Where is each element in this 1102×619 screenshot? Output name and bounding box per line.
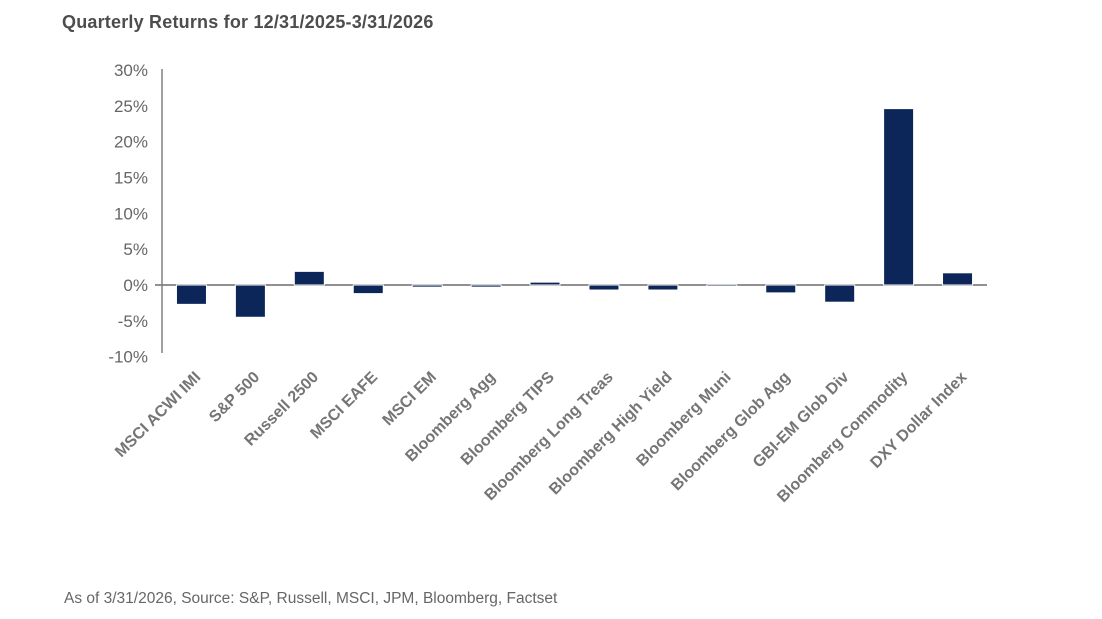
bar-bloomberg-tips xyxy=(529,281,561,286)
x-category-label-bloomberg-glob-agg: Bloomberg Glob Agg xyxy=(668,369,793,494)
bar-gbi-em-glob-div xyxy=(824,284,856,303)
bar-msci-em xyxy=(411,284,443,288)
bar-bloomberg-high-yield xyxy=(647,284,679,291)
bar-s-p-500 xyxy=(234,284,266,318)
bar-dxy-dollar-index xyxy=(942,272,974,286)
y-tick-label-0pct: 0% xyxy=(123,276,148,295)
quarterly-returns-bar-chart: 30% 25% 20% 15% 10% 5% 0% -5% -10% MSCI ACWI IMI S… xyxy=(108,61,987,506)
bar-bloomberg-muni xyxy=(706,284,738,287)
source-note: As of 3/31/2026, Source: S&P, Russell, M… xyxy=(64,590,558,607)
x-category-label-msci-acwi-imi: MSCI ACWI IMI xyxy=(112,369,204,461)
x-category-label-s-p-500: S&P 500 xyxy=(206,369,263,426)
chart-title: Quarterly Returns for 12/31/2025-3/31/20… xyxy=(62,12,434,32)
bar-bloomberg-long-treas xyxy=(588,284,620,291)
bar-russell-2500 xyxy=(293,270,325,286)
y-tick-label-10pct: 10% xyxy=(114,204,148,223)
x-category-label-msci-em: MSCI EM xyxy=(380,369,440,429)
y-tick-label-25pct: 25% xyxy=(114,97,148,116)
bar-bloomberg-glob-agg xyxy=(765,284,797,294)
y-tick-label-30pct: 30% xyxy=(114,61,148,80)
y-tick-label--10pct: -10% xyxy=(108,348,148,367)
y-tick-label--5pct: -5% xyxy=(118,312,148,331)
y-tick-label-20pct: 20% xyxy=(114,133,148,152)
y-tick-label-5pct: 5% xyxy=(123,240,148,259)
bar-msci-acwi-imi xyxy=(175,284,207,305)
bar-bloomberg-agg xyxy=(470,284,502,288)
y-tick-label-15pct: 15% xyxy=(114,168,148,187)
x-category-label-bloomberg-high-yield: Bloomberg High Yield xyxy=(546,369,676,499)
bar-msci-eafe xyxy=(352,284,384,295)
bar-bloomberg-commodity xyxy=(883,108,915,286)
